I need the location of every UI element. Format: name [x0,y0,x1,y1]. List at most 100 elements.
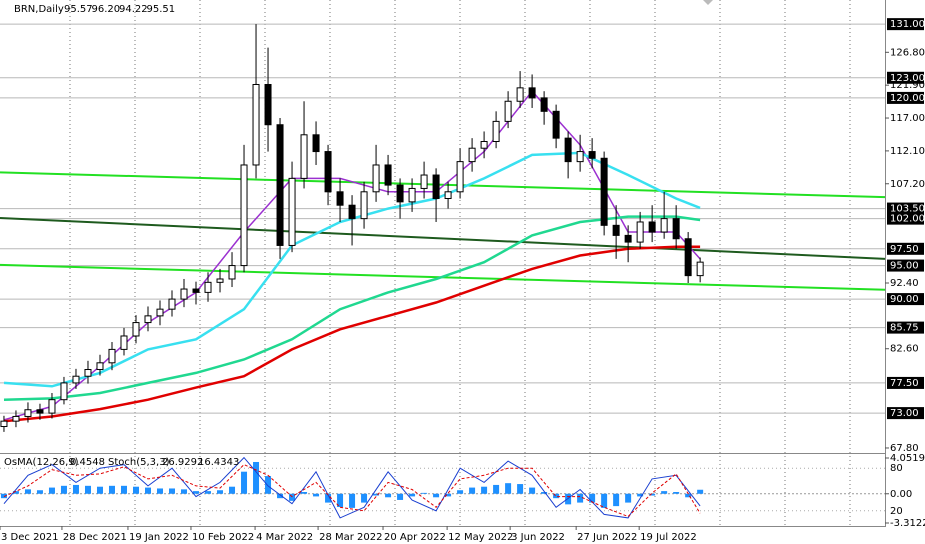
candle-body [72,375,80,384]
level-label: 95.00 [890,261,919,272]
candle-body [492,120,500,143]
candle-body [564,137,572,163]
candle-body [264,83,272,126]
candle-body [480,141,488,149]
osma-bar [577,493,584,503]
osma-bar [373,493,380,496]
osma-bar [120,485,127,494]
osma-bar [229,486,236,494]
osma-bar [253,461,260,494]
x-tick-label: 28 Mar 2022 [319,532,382,543]
level-label-box [887,376,924,389]
x-tick-label: 19 Jul 2022 [640,532,697,543]
shift-marker [703,0,713,5]
osma-bar [661,491,668,494]
candle-body [516,87,524,102]
osma-bar [24,489,31,494]
y-tick-label: 92.40 [890,278,919,289]
candle-body [612,224,620,236]
candle-body [156,308,164,317]
indicator-title: OsMA(12,26,9) [4,457,79,468]
osma-bar [481,486,488,494]
y2-tick-label: 80 [890,463,903,474]
x-tick-label: 12 May 2022 [448,532,513,543]
candle-body [204,281,212,293]
candle-body [396,184,404,203]
osma-bar [409,493,416,497]
osma-bar [385,493,392,498]
osma-bar [685,493,692,498]
osma-bar [169,488,176,494]
quote-value: 95.57 [64,4,93,15]
trendline [0,171,886,199]
level-label: 73.00 [890,408,919,419]
candle-body [252,83,260,166]
candle-body [336,191,344,206]
candle-body [84,369,92,377]
x-tick-label: 4 Mar 2022 [256,532,313,543]
osma-bar [265,476,272,494]
indicator-title: Stoch(5,3,3) [108,457,170,468]
level-label: 102.00 [890,214,925,225]
osma-bar [517,484,524,494]
quote-value: 95.51 [147,4,176,15]
osma-bar [12,491,19,494]
candle-body [648,221,656,233]
osma-bar [565,493,572,505]
y-tick-label: 126.80 [890,47,925,58]
y-tick-label: 4.0519 [890,453,925,464]
osma-bar [349,493,356,508]
trendline [0,216,886,260]
candle-body [12,415,20,422]
quote-value: 94.22 [119,4,148,15]
osma-bar [60,485,67,494]
y-tick-label: 121.90 [890,80,925,91]
osma-bar [48,487,55,494]
candle-body [528,87,536,99]
candle-body [468,147,476,163]
candle-body [240,164,248,267]
osma-bar [601,493,608,508]
osma-bar [673,491,680,494]
osma-bar [529,487,536,494]
y-tick-label: -3.3122 [890,518,925,529]
osma-bar [108,485,115,494]
candle-body [408,187,416,203]
osma-bar [697,489,704,494]
candle-body [48,399,56,414]
candle-body [684,238,692,277]
osma-bar [0,493,7,499]
level-label: 97.50 [890,244,919,255]
osma-bar [469,487,476,494]
osma-bar [313,493,320,497]
stoch-line [3,464,701,518]
symbol-title: BRN,Daily [14,4,64,15]
indicator-value: 26.9292 [162,457,203,468]
y-tick-label: 107.20 [890,179,925,190]
x-tick-label: 19 Jan 2022 [129,532,189,543]
candle-body [60,382,68,401]
osma-bar [205,491,212,494]
candle-body [168,298,176,310]
candle-body [300,134,308,179]
indicator-value: 16.4343 [198,457,239,468]
candle-body [120,335,128,350]
candle-body [216,278,224,283]
moving-average [3,245,701,423]
candle-body [96,362,104,371]
level-label-box [887,202,924,215]
osma-bar [337,493,344,508]
osma-bar [84,485,91,494]
level-label: 90.00 [890,294,919,305]
osma-bar [421,492,428,494]
level-label-box [887,407,924,420]
level-label: 103.50 [890,204,925,215]
candle-body [228,265,236,280]
level-label-box [887,321,924,334]
stoch-line [3,456,701,519]
osma-bar [132,486,139,494]
osma-bar [457,490,464,494]
osma-bar [145,487,152,494]
candle-body [600,157,608,226]
